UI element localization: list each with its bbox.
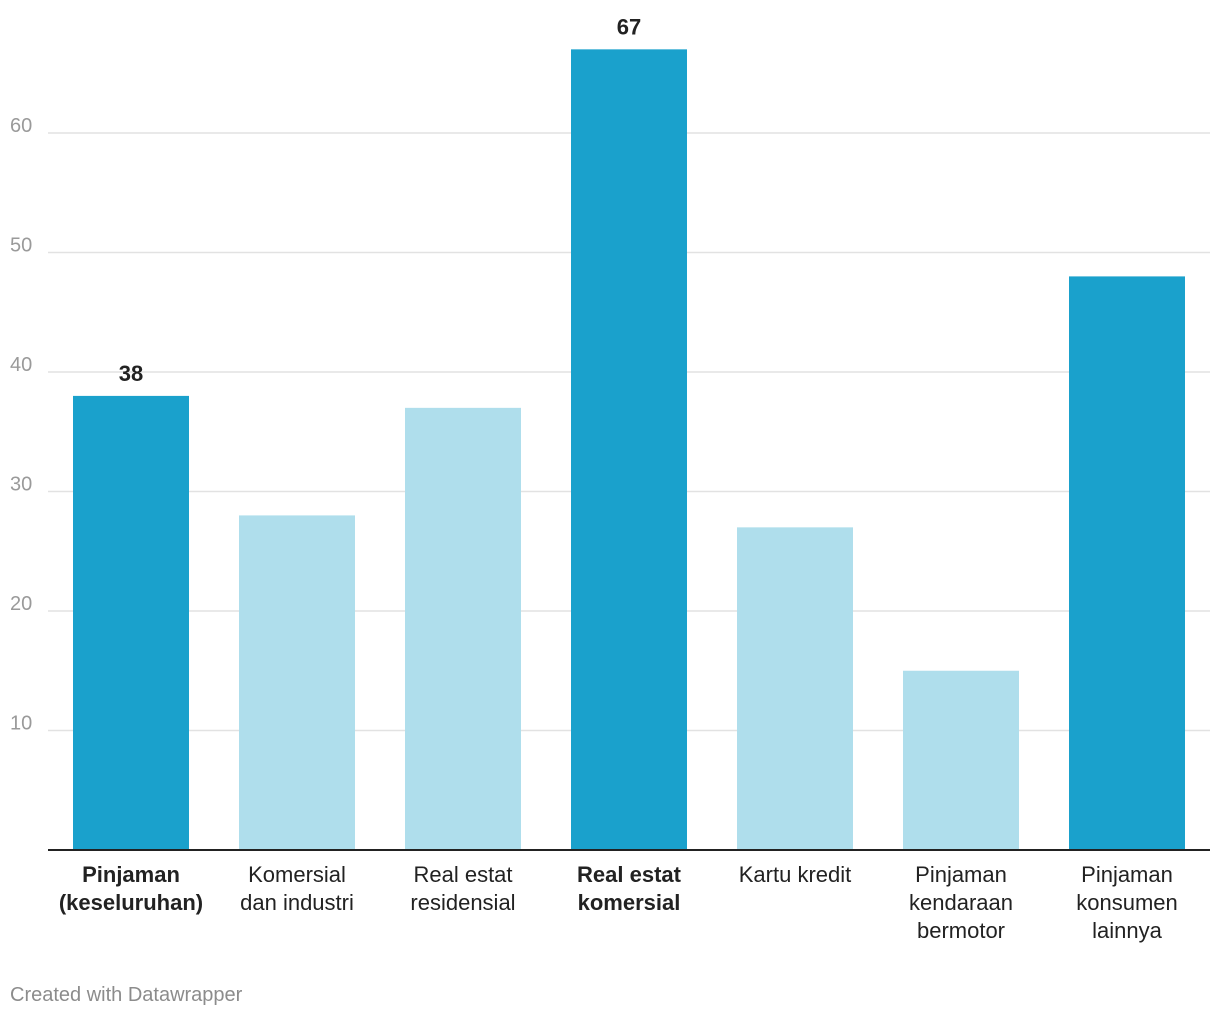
bar-6 — [903, 670, 1019, 850]
x-category-label-line: Pinjaman — [82, 862, 180, 887]
x-category-label-line: lainnya — [1092, 918, 1162, 943]
x-category-label-line: (keseluruhan) — [59, 890, 203, 915]
bar-3 — [405, 407, 521, 850]
x-category-label-line: komersial — [578, 890, 681, 915]
x-category-label-line: dan industri — [240, 890, 354, 915]
x-category-label-line: Kartu kredit — [739, 862, 852, 887]
x-category-label-5: Kartu kredit — [739, 862, 852, 887]
x-category-label-line: Pinjaman — [1081, 862, 1173, 887]
x-category-label-line: bermotor — [917, 918, 1005, 943]
y-tick-label-60: 60 — [10, 115, 32, 137]
bar-4 — [571, 49, 687, 851]
y-tick-label-30: 30 — [10, 474, 32, 496]
bar-value-label-4: 67 — [617, 14, 641, 39]
x-category-label-2: Komersial dan industri — [240, 862, 354, 915]
x-category-label-line: Real estat — [413, 862, 512, 887]
x-category-label-line: Real estat — [577, 862, 682, 887]
x-category-label-line: kendaraan — [909, 890, 1013, 915]
x-category-label-6: Pinjaman kendaraan bermotor — [909, 862, 1013, 943]
chart-credit[interactable]: Created with Datawrapper — [10, 984, 243, 1006]
x-category-label-1: Pinjaman (keseluruhan) — [59, 862, 203, 915]
x-category-label-line: Komersial — [248, 862, 346, 887]
x-category-label-line: residensial — [410, 890, 515, 915]
x-category-label-line: Pinjaman — [915, 862, 1007, 887]
bar-5 — [737, 527, 853, 850]
x-category-label-3: Real estat residensial — [410, 862, 515, 915]
x-category-label-7: Pinjaman konsumen lainnya — [1076, 862, 1178, 943]
bar-1 — [73, 395, 189, 850]
bar-2 — [239, 515, 355, 850]
y-tick-label-40: 40 — [10, 354, 32, 376]
bar-7 — [1069, 276, 1185, 850]
y-tick-label-10: 10 — [10, 713, 32, 735]
bar-value-label-1: 38 — [119, 361, 143, 386]
x-category-label-4: Real estat komersial — [577, 862, 682, 915]
y-tick-label-20: 20 — [10, 593, 32, 615]
x-category-label-line: konsumen — [1076, 890, 1178, 915]
y-tick-label-50: 50 — [10, 235, 32, 257]
